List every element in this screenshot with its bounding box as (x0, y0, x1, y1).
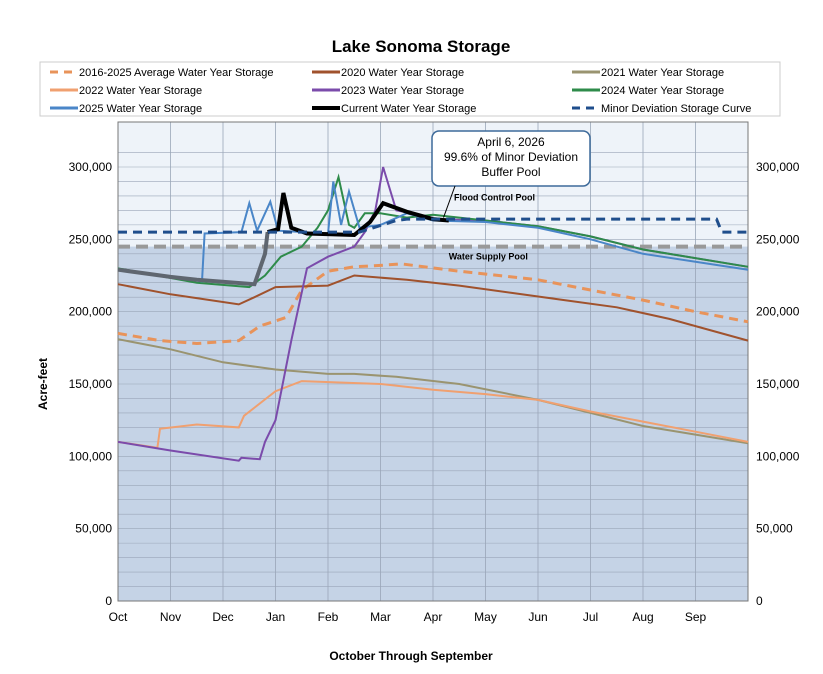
minor-deviation-storage-curve-line (118, 217, 748, 234)
legend-label: 2025 Water Year Storage (79, 103, 202, 115)
flood-control-pool-label: Flood Control Pool (454, 192, 535, 202)
plot-border (117, 121, 749, 602)
x-tick-label: Jun (528, 610, 547, 624)
legend-label: 2024 Water Year Storage (601, 85, 724, 97)
current-water-year-early-line (117, 231, 270, 287)
y-tick-label-right: 100,000 (756, 449, 800, 463)
y-tick-label-left: 100,000 (69, 449, 113, 463)
legend-label: 2022 Water Year Storage (79, 85, 202, 97)
2020-water-year-storage-line (117, 274, 749, 342)
annotation-box (431, 130, 591, 187)
legend-label: Current Water Year Storage (341, 103, 476, 115)
2022-water-year-storage-line (117, 380, 749, 449)
annotation-text: April 6, 2026 (477, 135, 545, 149)
2024-water-year-storage-line (117, 173, 749, 289)
legend-label: 2020 Water Year Storage (341, 67, 464, 79)
legend-label: Minor Deviation Storage Curve (601, 103, 751, 115)
annotation-text: 99.6% of Minor Deviation (444, 150, 578, 164)
current-water-year-storage-line (267, 192, 449, 238)
y-tick-label-right: 50,000 (756, 522, 793, 536)
legend-label: 2021 Water Year Storage (601, 67, 724, 79)
2021-water-year-storage-line (117, 338, 749, 445)
y-tick-label-left: 50,000 (75, 522, 112, 536)
y-tick-label-right: 300,000 (756, 160, 800, 174)
x-tick-label: May (474, 610, 497, 624)
chart-title: Lake Sonoma Storage (332, 37, 511, 56)
y-tick-label-left: 200,000 (69, 305, 113, 319)
y-tick-label-right: 200,000 (756, 305, 800, 319)
x-axis-label: October Through September (329, 649, 493, 663)
y-tick-label-left: 150,000 (69, 377, 113, 391)
annotation-text: Buffer Pool (481, 165, 540, 179)
legend-label: 2016-2025 Average Water Year Storage (79, 67, 273, 79)
x-tick-label: Feb (318, 610, 339, 624)
x-tick-label: Dec (212, 610, 233, 624)
legend (39, 61, 781, 117)
legend-label: 2023 Water Year Storage (341, 85, 464, 97)
2016-2025-average-water-year-storage-line (117, 262, 749, 346)
water-supply-pool-label: Water Supply Pool (449, 252, 528, 262)
y-tick-label-right: 0 (756, 594, 763, 608)
y-tick-label-left: 250,000 (69, 232, 113, 246)
x-tick-label: Oct (109, 610, 128, 624)
x-tick-label: Apr (424, 610, 443, 624)
x-tick-label: Jul (583, 610, 598, 624)
x-tick-label: Nov (160, 610, 181, 624)
y-tick-label-left: 300,000 (69, 160, 113, 174)
x-tick-label: Aug (632, 610, 653, 624)
y-tick-label-right: 150,000 (756, 377, 800, 391)
y-axis-label: Acre-feet (36, 358, 50, 410)
x-tick-label: Mar (370, 610, 391, 624)
x-tick-label: Sep (685, 610, 707, 624)
annotation-arrow (443, 185, 456, 218)
y-tick-label-right: 250,000 (756, 232, 800, 246)
y-tick-label-left: 0 (105, 594, 112, 608)
x-tick-label: Jan (266, 610, 285, 624)
